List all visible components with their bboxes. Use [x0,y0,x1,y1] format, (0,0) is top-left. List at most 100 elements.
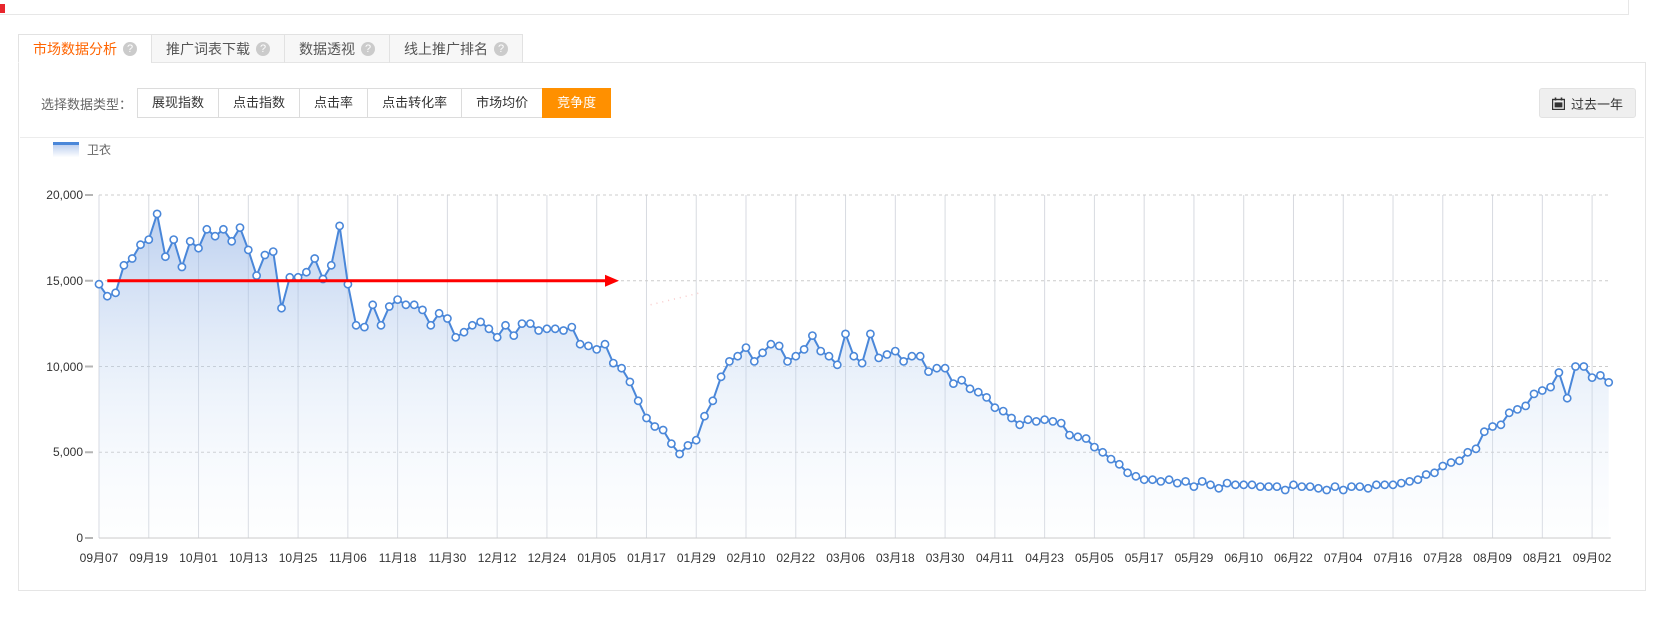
data-point-marker [1446,458,1456,467]
data-point-marker [127,254,137,263]
chart-series-markers [94,209,1614,495]
data-point-marker [102,291,112,301]
data-point-marker [1098,447,1108,457]
data-point-marker [218,224,228,234]
data-point-marker [857,358,867,368]
data-point-marker [608,358,618,368]
data-point-marker [1413,475,1423,485]
data-type-button[interactable]: 市场均价 [461,88,544,118]
data-point-marker [559,326,568,335]
data-point-marker [1372,480,1381,490]
x-axis-tick-label: 04月11 [975,551,1014,565]
data-point-marker [924,367,933,376]
x-axis-tick-label: 01月29 [676,551,716,565]
data-type-button[interactable]: 竞争度 [542,88,612,118]
x-axis-tick-label: 05月05 [1075,551,1114,565]
data-point-marker [1537,386,1547,395]
data-point-marker [409,300,419,310]
data-point-marker [1164,475,1174,485]
date-range-button[interactable]: 过去一年 [1538,88,1636,118]
data-point-marker [1513,404,1522,414]
data-point-marker [799,344,809,354]
data-point-marker [725,356,734,366]
data-point-marker [484,324,494,334]
data-point-marker [1264,482,1273,491]
data-point-marker [1396,478,1406,488]
data-point-marker [716,372,726,382]
data-point-marker [509,331,519,340]
chart-annotation-arrow [107,274,701,306]
data-point-marker [1571,362,1580,371]
data-point-marker [152,209,162,219]
data-point-marker [310,254,320,263]
data-point-marker [1363,483,1373,493]
data-point-marker [144,235,154,244]
data-point-marker [451,332,461,342]
data-point-marker [1272,482,1282,491]
help-icon[interactable]: ? [256,41,270,56]
data-point-marker [998,406,1008,416]
data-point-marker [774,341,784,351]
data-point-marker [1479,427,1489,437]
data-point-marker [501,320,510,330]
data-point-marker [1123,468,1132,478]
data-point-marker [633,396,643,406]
x-axis-tick-label: 12月24 [527,551,567,565]
data-point-marker [890,346,900,356]
calendar-icon [1551,97,1565,110]
chart-legend-item[interactable]: 卫衣 [53,141,111,158]
data-point-marker [359,322,369,332]
data-point-marker [492,332,502,342]
data-point-marker [210,231,220,241]
help-icon[interactable]: ? [123,41,137,56]
data-point-marker [136,240,145,250]
x-axis-tick-label: 11月18 [378,551,417,565]
data-point-marker [1048,416,1058,426]
tab-0[interactable]: 市场数据分析? [18,34,152,63]
data-type-button[interactable]: 点击转化率 [367,88,463,118]
data-point-marker [185,236,195,246]
data-point-marker [1007,413,1016,423]
help-icon[interactable]: ? [494,41,508,56]
x-axis-tick-label: 03月06 [826,551,865,565]
data-point-marker [700,411,709,421]
data-point-marker [874,353,884,363]
x-axis-tick-label: 06月10 [1224,551,1264,565]
tab-3[interactable]: 线上推广排名? [389,34,523,63]
x-axis-tick-label: 03月18 [875,551,915,565]
data-point-marker [567,322,577,332]
data-point-marker [1231,480,1240,490]
data-point-marker [1280,485,1290,495]
tab-label: 推广词表下载 [166,40,250,57]
tab-1[interactable]: 推广词表下载? [151,34,285,63]
data-point-marker [791,351,801,361]
data-type-button[interactable]: 点击率 [299,88,369,118]
data-point-marker [335,221,344,231]
data-point-marker [866,329,875,339]
data-point-marker [268,247,278,256]
tab-2[interactable]: 数据透视? [284,34,390,63]
data-point-marker [177,262,187,272]
data-point-marker [973,387,983,397]
data-point-marker [1604,377,1614,387]
data-point-marker [957,375,967,385]
data-point-marker [1430,468,1439,478]
top-left-red-mark [0,4,5,13]
data-point-marker [376,320,386,330]
faint-dotted-trail [650,292,701,306]
data-point-marker [426,320,436,330]
data-point-marker [625,377,635,387]
data-point-marker [650,422,660,431]
data-point-marker [816,346,826,356]
data-point-marker [982,392,991,402]
data-point-marker [849,351,859,361]
data-point-marker [1023,415,1033,425]
data-point-marker [252,271,261,280]
x-axis-tick-label: 05月17 [1124,551,1164,565]
red-arrow-head [604,274,619,287]
x-axis-tick-label: 05月29 [1174,551,1214,565]
help-icon[interactable]: ? [361,41,375,56]
chart-series-area [99,213,1609,538]
data-point-marker [1421,470,1431,479]
chart-canvas[interactable] [19,63,1643,588]
